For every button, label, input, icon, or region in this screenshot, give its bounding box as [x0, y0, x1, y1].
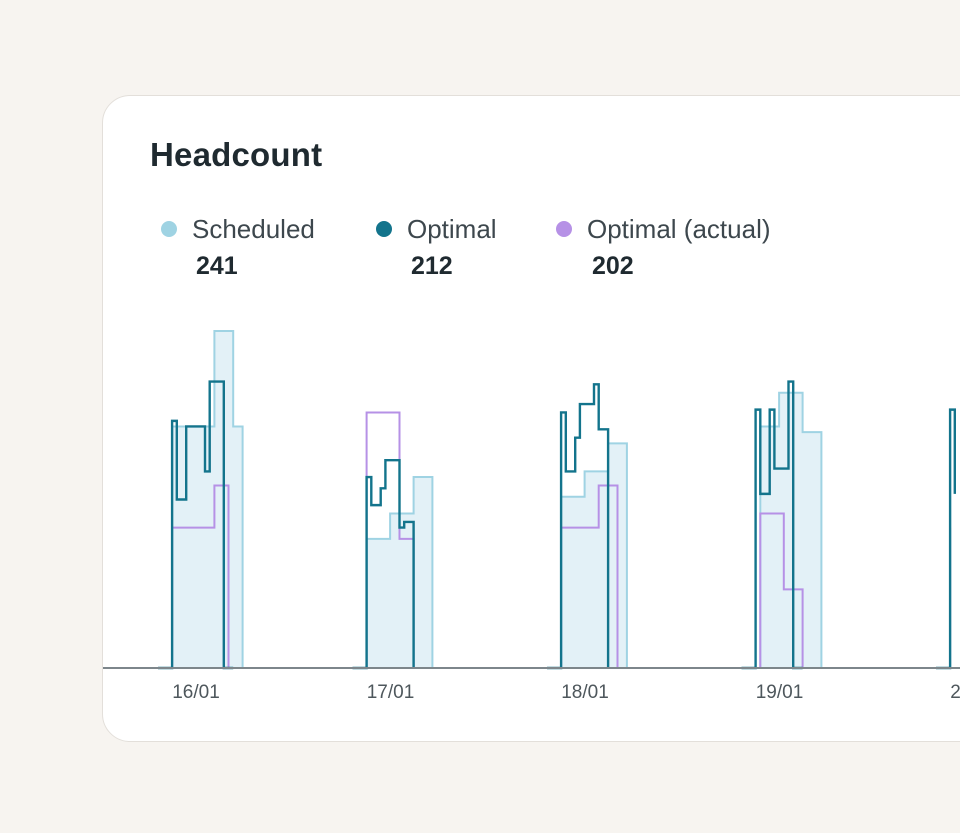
scheduled-area-16-01: [158, 331, 243, 668]
scheduled-line-20-01: [936, 426, 952, 669]
card-title: Headcount: [150, 136, 323, 173]
optimal-dot-icon: [376, 221, 392, 237]
scheduled-dot-icon: [161, 221, 177, 237]
x-tick-label: 18/01: [561, 682, 609, 703]
legend-label-optimal: Optimal: [407, 213, 497, 244]
x-tick-label: 16/01: [172, 682, 220, 703]
headcount-chart: 16/01 17/01 18/01 19/01 20/01: [103, 330, 960, 703]
legend-label-optimal-actual: Optimal (actual): [587, 213, 771, 244]
optimal-line-18-01: [547, 383, 610, 670]
x-tick-label: 20/01: [950, 682, 960, 703]
x-tick-label: 19/01: [756, 682, 804, 703]
optimal-actual-dot-icon: [556, 221, 572, 237]
legend-item-optimal-actual[interactable]: Optimal (actual) 202: [556, 211, 771, 281]
legend-item-scheduled[interactable]: Scheduled 241: [161, 211, 315, 281]
optimal-line-17-01: [352, 458, 415, 670]
optimal-actual-line-19-01: [741, 512, 812, 669]
optimal-line-20-01: [936, 408, 956, 670]
optimal-line-16-01: [158, 380, 234, 670]
scheduled-area-20-01: [936, 426, 951, 668]
optimal-line-19-01: [741, 380, 803, 670]
x-tick-label: 17/01: [367, 682, 415, 703]
scheduled-area-18-01: [547, 443, 627, 668]
scheduled-area-19-01: [741, 392, 822, 668]
legend-label-scheduled: Scheduled: [192, 213, 315, 244]
legend-value-optimal-actual: 202: [592, 252, 634, 280]
scheduled-area-17-01: [352, 477, 433, 668]
legend-value-scheduled: 241: [196, 252, 238, 280]
optimal-actual-line-20-01: [936, 527, 952, 669]
legend-value-optimal: 212: [411, 252, 453, 280]
headcount-card: Headcount Scheduled 241 Optimal 212 Opti…: [102, 95, 960, 742]
legend-item-optimal[interactable]: Optimal 212: [376, 211, 497, 281]
